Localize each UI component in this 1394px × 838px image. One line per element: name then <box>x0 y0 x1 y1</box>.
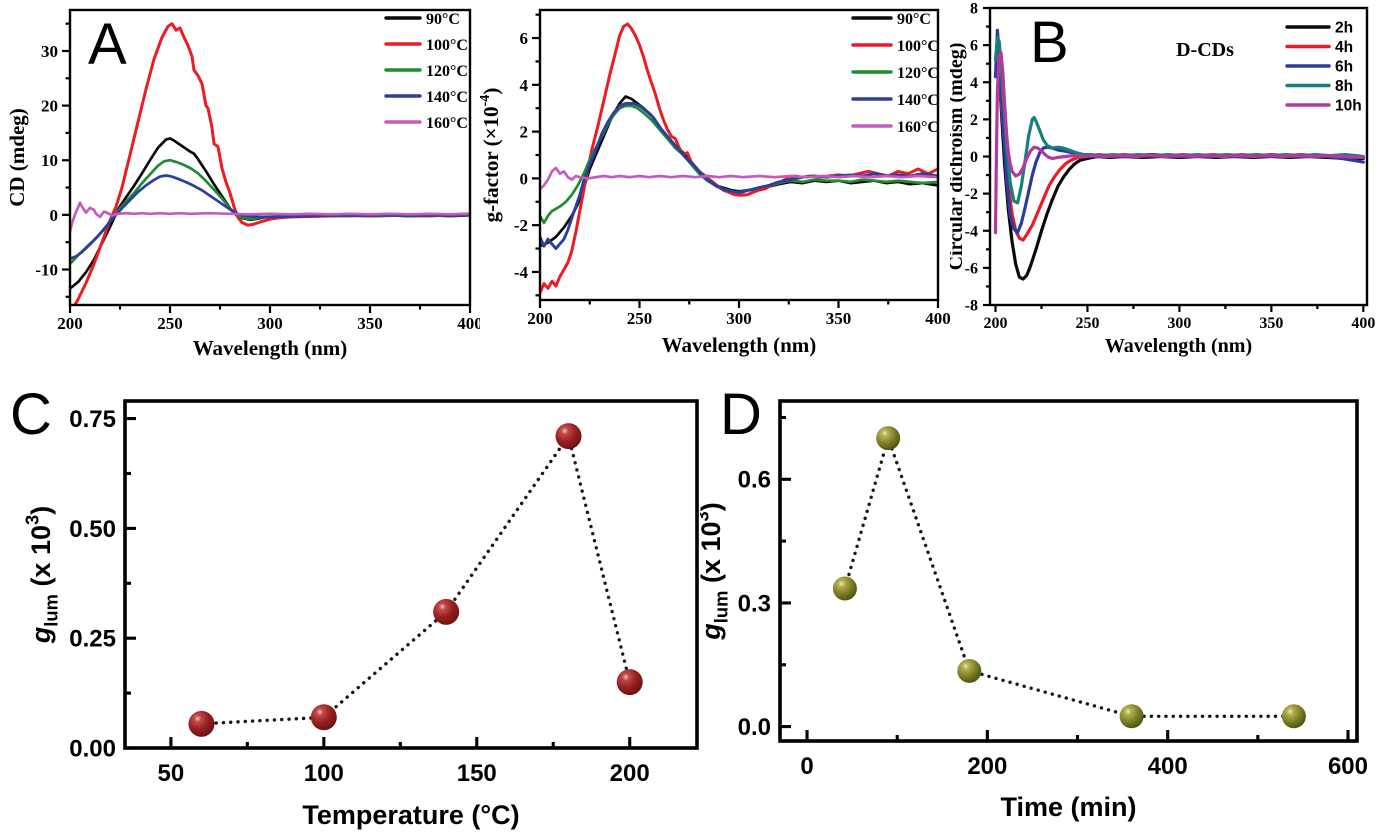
svg-text:90°C: 90°C <box>897 11 931 28</box>
svg-text:200: 200 <box>984 315 1008 332</box>
svg-text:300: 300 <box>726 309 752 328</box>
gfactor-vs-wavelength-chart: 200 250 300 350 400 -4 -2 0 2 4 6 Wavelength (nm) g-… <box>480 8 950 357</box>
svg-text:350: 350 <box>1259 315 1283 332</box>
svg-text:glum (x 103): glum (x 103) <box>700 502 732 640</box>
svg-text:0.0: 0.0 <box>738 714 771 741</box>
svg-text:10h: 10h <box>1335 98 1362 115</box>
svg-text:160°C: 160°C <box>426 115 468 132</box>
svg-text:400: 400 <box>925 309 950 328</box>
svg-text:0.3: 0.3 <box>738 590 771 617</box>
svg-text:4: 4 <box>970 75 978 92</box>
svg-text:6: 6 <box>970 38 978 55</box>
svg-text:-4: -4 <box>965 223 978 240</box>
svg-text:0.50: 0.50 <box>69 516 116 543</box>
svg-text:-2: -2 <box>514 216 528 235</box>
panel-label-c: C <box>10 382 52 447</box>
panel-label-b: B <box>1030 10 1069 75</box>
panel-label-d: D <box>720 382 762 447</box>
glum-vs-temperature-chart: 50 100 150 200 0.00 0.25 0.50 0.75 Temperature (… <box>22 399 699 830</box>
svg-text:150: 150 <box>457 760 497 787</box>
svg-text:0: 0 <box>520 169 529 188</box>
svg-text:-6: -6 <box>965 260 978 277</box>
svg-text:0: 0 <box>970 149 978 166</box>
svg-text:200: 200 <box>527 309 553 328</box>
svg-text:160°C: 160°C <box>897 119 939 136</box>
svg-text:100°C: 100°C <box>897 38 939 55</box>
svg-text:0.75: 0.75 <box>69 406 116 433</box>
svg-text:6h: 6h <box>1335 59 1353 76</box>
svg-text:2h: 2h <box>1335 20 1353 37</box>
svg-text:140°C: 140°C <box>897 92 939 109</box>
svg-text:6: 6 <box>520 29 529 48</box>
svg-text:20: 20 <box>41 97 58 116</box>
svg-text:4h: 4h <box>1335 39 1353 56</box>
svg-text:0: 0 <box>50 206 59 225</box>
svg-text:8h: 8h <box>1335 78 1353 95</box>
svg-text:400: 400 <box>1148 753 1188 780</box>
svg-text:300: 300 <box>1167 315 1191 332</box>
svg-text:2: 2 <box>970 112 978 129</box>
svg-text:g-factor (×10-4): g-factor (×10-4) <box>480 88 503 223</box>
svg-text:200: 200 <box>967 753 1007 780</box>
svg-text:Wavelength (nm): Wavelength (nm) <box>193 336 348 360</box>
svg-text:200: 200 <box>57 314 83 333</box>
cd-vs-wavelength-chart: 200 250 300 350 400 -10 0 10 20 30 Wavelength (nm)… <box>5 8 480 360</box>
svg-text:200: 200 <box>610 760 650 787</box>
svg-text:350: 350 <box>826 309 852 328</box>
svg-text:250: 250 <box>157 314 183 333</box>
svg-text:Time (min): Time (min) <box>1000 792 1136 822</box>
svg-text:CD (mdeg): CD (mdeg) <box>5 108 29 207</box>
svg-text:-10: -10 <box>35 260 58 279</box>
svg-text:100: 100 <box>304 760 344 787</box>
svg-text:-2: -2 <box>965 186 978 203</box>
svg-text:0.6: 0.6 <box>738 467 771 494</box>
svg-text:0.00: 0.00 <box>69 735 116 762</box>
svg-text:0: 0 <box>800 753 813 780</box>
svg-text:120°C: 120°C <box>426 63 468 80</box>
svg-text:-4: -4 <box>514 263 529 282</box>
panel-label-a: A <box>88 12 127 77</box>
svg-text:100°C: 100°C <box>426 37 468 54</box>
svg-text:Wavelength (nm): Wavelength (nm) <box>1105 335 1252 357</box>
svg-text:Wavelength (nm): Wavelength (nm) <box>662 333 817 357</box>
svg-text:250: 250 <box>1075 315 1099 332</box>
svg-text:-8: -8 <box>965 298 978 315</box>
svg-text:400: 400 <box>457 314 480 333</box>
svg-text:Temperature (°C): Temperature (°C) <box>302 800 519 830</box>
svg-text:8: 8 <box>970 1 978 18</box>
svg-text:50: 50 <box>158 760 185 787</box>
svg-text:120°C: 120°C <box>897 65 939 82</box>
svg-text:10: 10 <box>41 151 58 170</box>
svg-text:D-CDs: D-CDs <box>1176 39 1234 61</box>
circular-dichroism-time-chart: 200 250 300 350 400 -8 -6 -4 -2 0 2 4 6 8 Wavelength (… <box>950 1 1375 357</box>
svg-text:0.25: 0.25 <box>69 626 116 653</box>
svg-text:30: 30 <box>41 42 58 61</box>
svg-text:2: 2 <box>520 123 529 142</box>
svg-text:90°C: 90°C <box>426 11 460 28</box>
svg-text:350: 350 <box>357 314 383 333</box>
svg-text:300: 300 <box>257 314 283 333</box>
svg-text:glum (x 103): glum (x 103) <box>22 506 62 644</box>
glum-vs-time-chart: 0 200 400 600 0.0 0.3 0.6 Time (min) glum (x 103… <box>700 399 1368 822</box>
svg-text:400: 400 <box>1351 315 1375 332</box>
svg-text:140°C: 140°C <box>426 89 468 106</box>
svg-text:600: 600 <box>1328 753 1368 780</box>
svg-text:4: 4 <box>520 76 529 95</box>
svg-text:250: 250 <box>627 309 653 328</box>
svg-text:Circular dichroism (mdeg): Circular dichroism (mdeg) <box>950 43 967 271</box>
